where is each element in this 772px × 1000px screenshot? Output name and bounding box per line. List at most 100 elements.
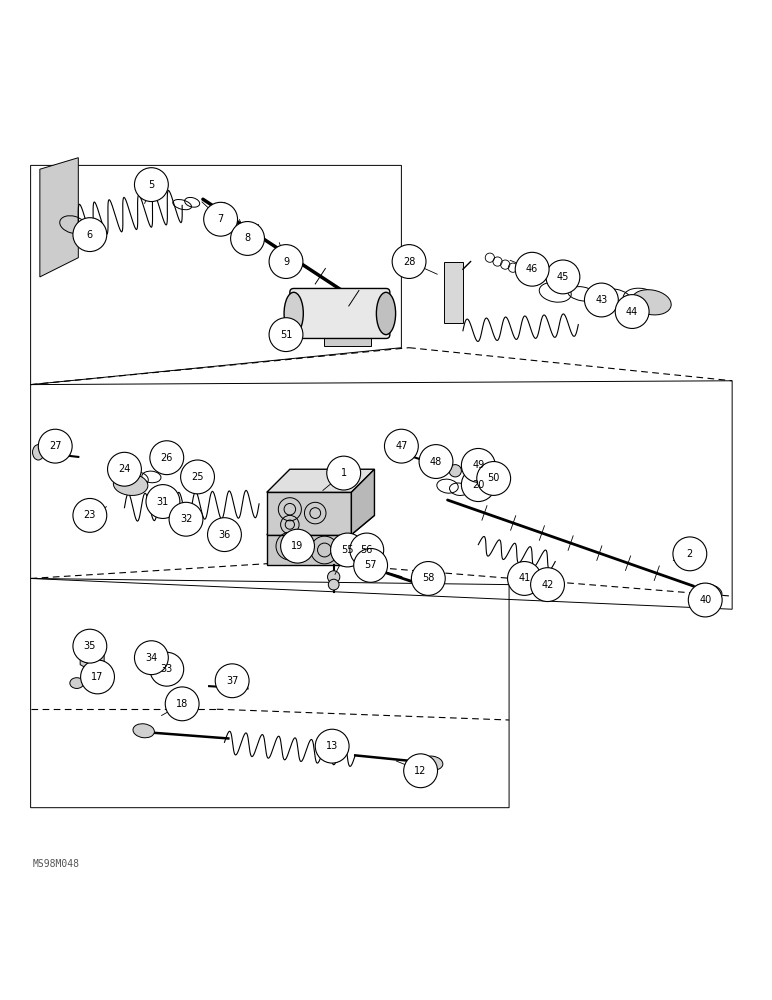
Text: 50: 50 bbox=[487, 473, 500, 483]
Text: 35: 35 bbox=[83, 641, 96, 651]
Text: 1: 1 bbox=[340, 468, 347, 478]
Circle shape bbox=[392, 245, 426, 278]
Circle shape bbox=[280, 529, 314, 563]
Ellipse shape bbox=[113, 474, 148, 495]
Polygon shape bbox=[267, 515, 374, 535]
Text: 58: 58 bbox=[422, 573, 435, 583]
Circle shape bbox=[404, 754, 438, 788]
Text: 5: 5 bbox=[148, 180, 154, 190]
Circle shape bbox=[39, 429, 72, 463]
Text: 27: 27 bbox=[49, 441, 62, 451]
Text: 25: 25 bbox=[191, 472, 204, 482]
Circle shape bbox=[431, 458, 446, 473]
Circle shape bbox=[315, 729, 349, 763]
Circle shape bbox=[507, 562, 541, 595]
Circle shape bbox=[328, 579, 339, 590]
Circle shape bbox=[80, 660, 114, 694]
Ellipse shape bbox=[693, 584, 722, 601]
Text: 24: 24 bbox=[118, 464, 130, 474]
Text: 31: 31 bbox=[157, 497, 169, 507]
Circle shape bbox=[482, 473, 497, 488]
Text: 55: 55 bbox=[341, 545, 354, 555]
Text: 12: 12 bbox=[415, 766, 427, 776]
Circle shape bbox=[204, 202, 238, 236]
Circle shape bbox=[673, 537, 706, 571]
Circle shape bbox=[546, 260, 580, 294]
Ellipse shape bbox=[69, 678, 83, 688]
Text: 45: 45 bbox=[557, 272, 569, 282]
Circle shape bbox=[107, 452, 141, 486]
Text: MS98M048: MS98M048 bbox=[32, 859, 80, 869]
Circle shape bbox=[615, 295, 649, 328]
Polygon shape bbox=[80, 644, 104, 672]
Text: 43: 43 bbox=[595, 295, 608, 305]
Text: 26: 26 bbox=[161, 453, 173, 463]
Text: 28: 28 bbox=[403, 257, 415, 267]
Circle shape bbox=[327, 456, 361, 490]
Text: 17: 17 bbox=[91, 672, 103, 682]
Circle shape bbox=[354, 548, 388, 582]
Text: 56: 56 bbox=[361, 545, 373, 555]
Ellipse shape bbox=[284, 292, 303, 335]
Circle shape bbox=[134, 641, 168, 675]
Text: 7: 7 bbox=[218, 214, 224, 224]
Circle shape bbox=[73, 498, 107, 532]
Polygon shape bbox=[40, 158, 78, 277]
Polygon shape bbox=[351, 469, 374, 535]
Text: 48: 48 bbox=[430, 457, 442, 467]
Text: 18: 18 bbox=[176, 699, 188, 709]
Text: 13: 13 bbox=[326, 741, 338, 751]
Ellipse shape bbox=[422, 756, 443, 770]
Circle shape bbox=[462, 468, 495, 502]
Circle shape bbox=[689, 583, 722, 617]
Circle shape bbox=[419, 445, 453, 478]
Circle shape bbox=[269, 245, 303, 278]
Polygon shape bbox=[267, 469, 374, 492]
Text: 19: 19 bbox=[291, 541, 303, 551]
Text: 33: 33 bbox=[161, 664, 173, 674]
Text: 49: 49 bbox=[472, 460, 485, 470]
Circle shape bbox=[384, 429, 418, 463]
Ellipse shape bbox=[32, 445, 44, 460]
Polygon shape bbox=[267, 535, 351, 565]
Circle shape bbox=[208, 518, 242, 552]
Circle shape bbox=[350, 533, 384, 567]
Text: 34: 34 bbox=[145, 653, 157, 663]
Circle shape bbox=[150, 652, 184, 686]
Circle shape bbox=[215, 664, 249, 698]
Ellipse shape bbox=[377, 292, 395, 335]
FancyBboxPatch shape bbox=[290, 288, 390, 338]
Circle shape bbox=[165, 687, 199, 721]
Circle shape bbox=[327, 571, 340, 583]
Circle shape bbox=[330, 533, 364, 567]
Text: 57: 57 bbox=[364, 560, 377, 570]
Text: 44: 44 bbox=[626, 307, 638, 317]
Circle shape bbox=[477, 462, 510, 495]
Text: 23: 23 bbox=[83, 510, 96, 520]
Circle shape bbox=[73, 218, 107, 252]
Circle shape bbox=[411, 562, 445, 595]
Text: 2: 2 bbox=[687, 549, 693, 559]
Circle shape bbox=[73, 629, 107, 663]
Ellipse shape bbox=[631, 290, 671, 315]
Polygon shape bbox=[324, 335, 371, 346]
Text: 46: 46 bbox=[526, 264, 538, 274]
Text: 6: 6 bbox=[86, 230, 93, 240]
Circle shape bbox=[181, 460, 215, 494]
Text: 32: 32 bbox=[180, 514, 192, 524]
Text: 42: 42 bbox=[541, 580, 554, 590]
Circle shape bbox=[146, 485, 180, 518]
Circle shape bbox=[169, 502, 203, 536]
Circle shape bbox=[584, 283, 618, 317]
Text: 41: 41 bbox=[518, 573, 530, 583]
Circle shape bbox=[231, 222, 265, 255]
Circle shape bbox=[515, 252, 549, 286]
Circle shape bbox=[462, 448, 495, 482]
Text: 40: 40 bbox=[699, 595, 711, 605]
Text: 20: 20 bbox=[472, 480, 485, 490]
Circle shape bbox=[473, 472, 484, 482]
Circle shape bbox=[449, 465, 462, 477]
Ellipse shape bbox=[133, 724, 154, 738]
Circle shape bbox=[150, 441, 184, 475]
Circle shape bbox=[134, 168, 168, 202]
